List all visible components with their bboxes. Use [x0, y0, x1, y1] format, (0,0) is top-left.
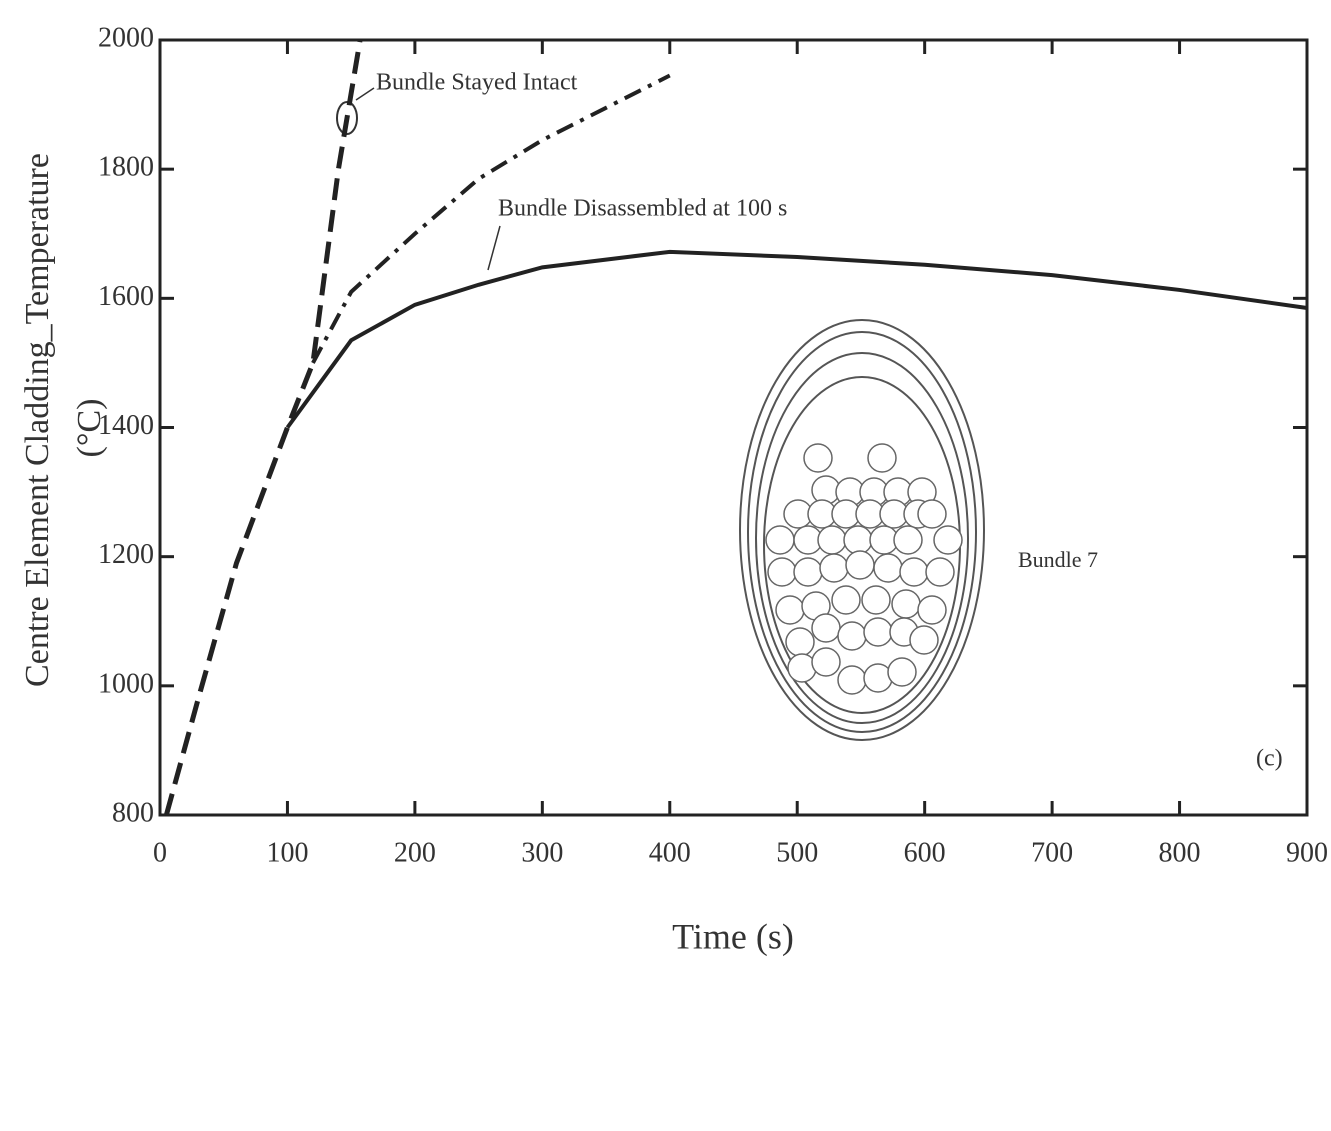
bundle-pin — [785, 627, 815, 657]
bundle-pin — [899, 557, 929, 587]
bundle-pin — [917, 595, 947, 625]
bundle-pin — [891, 589, 921, 619]
y-tick-label: 2000 — [98, 22, 154, 53]
bundle-pin — [767, 557, 797, 587]
bundle-pin — [893, 525, 923, 555]
y-tick-label: 1800 — [98, 152, 154, 183]
x-tick-label: 300 — [521, 837, 563, 868]
series-line — [311, 73, 671, 364]
bundle-pin — [819, 553, 849, 583]
y-axis-label: Centre Element Cladding_Temperature — [19, 153, 56, 687]
bundle-pin — [861, 585, 891, 615]
annotation: Bundle Disassembled at 100 s — [498, 196, 787, 222]
x-tick-label: 100 — [266, 837, 308, 868]
bundle-pin — [873, 553, 903, 583]
bundle-pin — [837, 665, 867, 695]
bundle-pin — [817, 525, 847, 555]
bundle-ring — [739, 319, 985, 741]
y-tick-label: 1600 — [98, 281, 154, 312]
bundle-pin — [793, 557, 823, 587]
marker-circle — [336, 101, 358, 135]
x-tick-label: 400 — [649, 837, 691, 868]
series-line — [285, 249, 1308, 429]
bundle-pin — [765, 525, 795, 555]
bundle-pin — [831, 585, 861, 615]
bundle-pin — [925, 557, 955, 587]
bundle-pin — [863, 617, 893, 647]
y-axis-label: (°C) — [71, 399, 108, 458]
bundle-pin — [909, 625, 939, 655]
bundle-pin — [845, 550, 875, 580]
series-line — [163, 39, 363, 816]
bundle-diagram — [336, 101, 985, 741]
x-tick-label: 800 — [1159, 837, 1201, 868]
bundle-pin — [917, 499, 947, 529]
bundle-pin — [803, 443, 833, 473]
annotation: Bundle 7 — [1018, 547, 1098, 572]
x-tick-label: 0 — [153, 837, 167, 868]
bundle-ring — [755, 352, 969, 724]
y-tick-label: 800 — [112, 797, 154, 828]
y-tick-label: 1200 — [98, 539, 154, 570]
bundle-pin — [811, 647, 841, 677]
x-axis-label: Time (s) — [672, 916, 794, 956]
bundle-pin — [837, 621, 867, 651]
bundle-pin — [811, 613, 841, 643]
y-tick-label: 1400 — [98, 410, 154, 441]
plot-frame — [158, 38, 1309, 817]
x-tick-label: 600 — [904, 837, 946, 868]
x-tick-label: 700 — [1031, 837, 1073, 868]
annotation-pointer — [487, 225, 501, 271]
bundle-ring — [747, 331, 977, 733]
annotation-pointer — [355, 87, 375, 101]
bundle-pin — [867, 443, 897, 473]
bundle-pin — [843, 525, 873, 555]
annotation: (c) — [1256, 746, 1283, 772]
x-tick-label: 900 — [1286, 837, 1328, 868]
x-tick-label: 200 — [394, 837, 436, 868]
y-tick-label: 1000 — [98, 668, 154, 699]
bundle-pin — [887, 657, 917, 687]
bundle-pin — [775, 595, 805, 625]
bundle-pin — [933, 525, 963, 555]
x-tick-label: 500 — [776, 837, 818, 868]
annotation: Bundle Stayed Intact — [376, 70, 578, 96]
